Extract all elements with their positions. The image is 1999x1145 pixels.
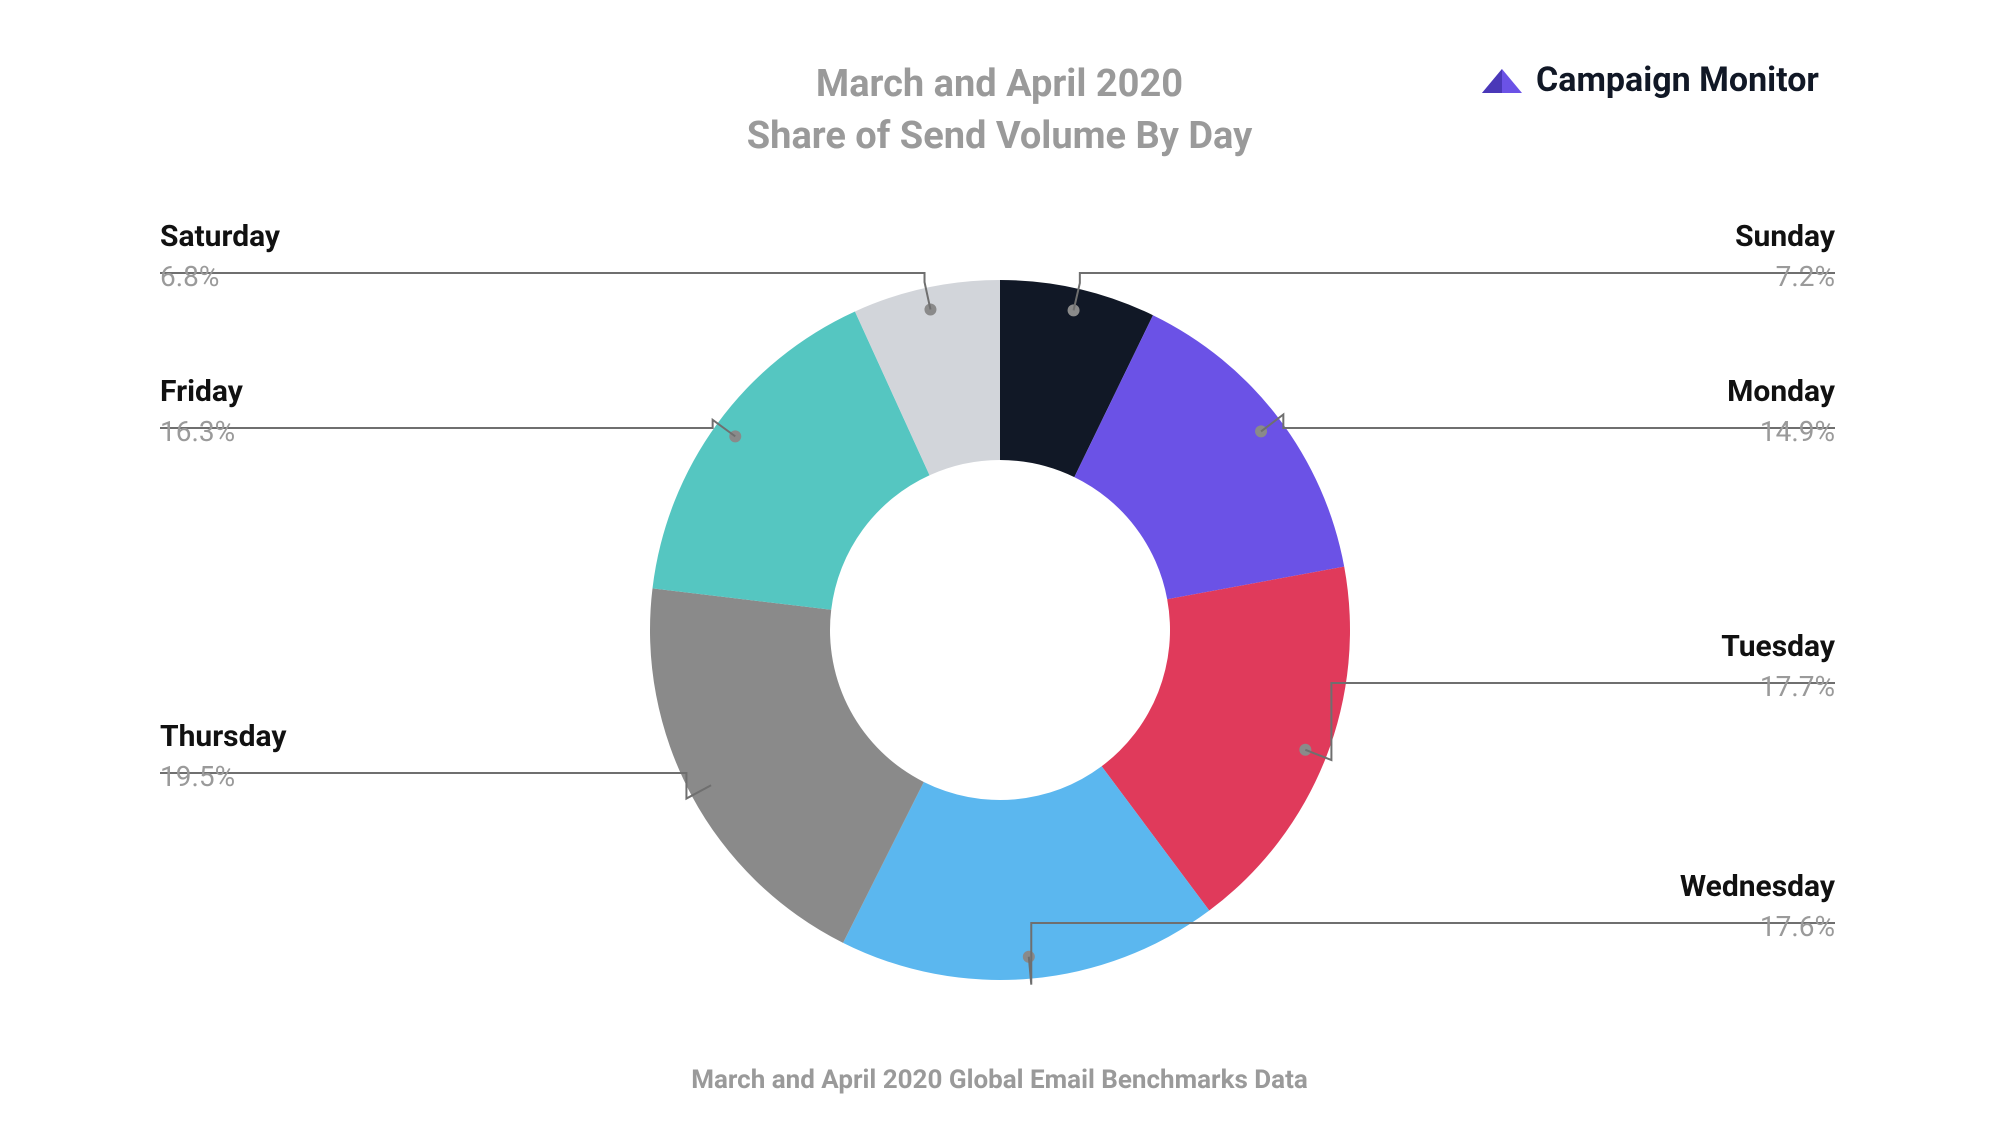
slice-label-value: 16.3%	[160, 415, 660, 448]
slice-label-name: Tuesday	[1335, 629, 1835, 664]
slice-label-value: 17.7%	[1335, 670, 1835, 703]
slice-label-value: 14.9%	[1335, 415, 1835, 448]
slice-label-value: 19.5%	[160, 760, 660, 793]
slice-label-name: Friday	[160, 374, 660, 409]
donut-chart	[0, 0, 1999, 1145]
slice-label-friday: Friday 16.3%	[160, 374, 660, 448]
slice-label-saturday: Saturday 6.8%	[160, 219, 660, 293]
slice-label-thursday: Thursday 19.5%	[160, 719, 660, 793]
slice-label-wednesday: Wednesday 17.6%	[1335, 869, 1835, 943]
slice-label-name: Saturday	[160, 219, 660, 254]
slice-label-sunday: Sunday 7.2%	[1335, 219, 1835, 293]
slice-label-value: 7.2%	[1335, 260, 1835, 293]
slice-label-tuesday: Tuesday 17.7%	[1335, 629, 1835, 703]
slice-label-name: Wednesday	[1335, 869, 1835, 904]
slice-label-value: 6.8%	[160, 260, 660, 293]
slice-label-monday: Monday 14.9%	[1335, 374, 1835, 448]
slice-label-name: Sunday	[1335, 219, 1835, 254]
slice-label-name: Monday	[1335, 374, 1835, 409]
slice-label-value: 17.6%	[1335, 910, 1835, 943]
slice-label-name: Thursday	[160, 719, 660, 754]
